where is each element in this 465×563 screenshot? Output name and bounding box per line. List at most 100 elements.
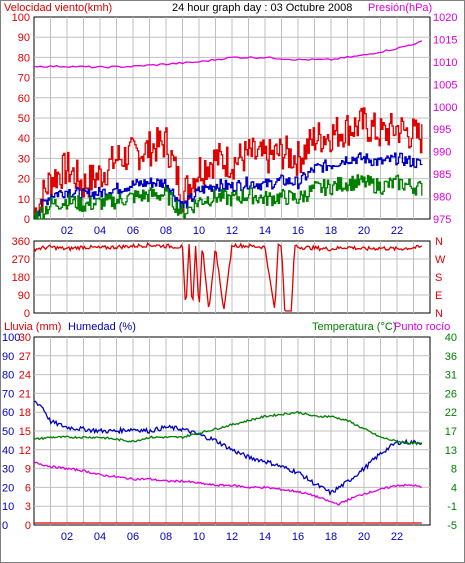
rain-tick-label: 9	[25, 464, 31, 476]
rain-tick-label: 21	[19, 388, 31, 400]
humidity-tick-label: 100	[2, 332, 20, 344]
series-line-1	[34, 152, 423, 218]
rain-tick-label: 18	[19, 407, 31, 419]
y-left-tick-label: 30	[18, 153, 30, 165]
rain-tick-label: 24	[19, 370, 31, 382]
x-tick-label: 18	[325, 225, 337, 237]
compass-tick-label: N	[435, 236, 443, 248]
x-tick-label: 06	[127, 531, 139, 543]
humidity-tick-label: 70	[2, 388, 14, 400]
x-tick-label: 20	[358, 225, 370, 237]
y-left-tick-label: 20	[18, 174, 30, 186]
x-tick-label: 04	[94, 531, 106, 543]
x-tick-label: 16	[292, 531, 304, 543]
compass-tick-label: E	[435, 290, 442, 302]
y-right-tick-label: 980	[433, 192, 451, 204]
y-left-tick-label: 70	[18, 73, 30, 85]
wind-pressure-chart: 02 04 06 08 10 12 14 16 18 20 22 01020304050607080…	[4, 2, 457, 237]
x-tick-label: 10	[193, 225, 205, 237]
series-line-2	[34, 174, 423, 220]
wind-chart-y-right-ticks: 975 980 985 990 995 1000 1005 1010 1015 1020	[433, 12, 457, 226]
rain-tick-label: 6	[25, 482, 31, 494]
humidity-chart-x-ticks: 02 04 06 08 10 12 14 16 18 20 22	[61, 531, 403, 543]
x-tick-label: 14	[259, 531, 271, 543]
temperature-tick-label: 22	[445, 407, 457, 419]
direction-chart-degree-ticks: 0 90 180 270 360	[12, 236, 30, 320]
rain-tick-label: 3	[25, 501, 31, 513]
rain-ticks: 0 3 6 9 12 15 18 21 24 27 30	[19, 332, 31, 532]
y-left-tick-label: 0	[24, 214, 30, 226]
temperature-tick-label: 4	[451, 482, 457, 494]
x-tick-label: 22	[391, 531, 403, 543]
series-line-0	[33, 400, 423, 497]
humidity-axis-label: Humedad (%)	[68, 321, 136, 333]
wind-chart-series	[33, 40, 423, 220]
humidity-tick-label: 10	[2, 501, 14, 513]
x-tick-label: 10	[193, 531, 205, 543]
y-right-tick-label: 1015	[433, 34, 457, 46]
series-line-3	[33, 40, 423, 69]
x-tick-label: 14	[259, 225, 271, 237]
y-left-tick-label: 10	[18, 194, 30, 206]
x-tick-label: 02	[61, 531, 73, 543]
degree-tick-label: 180	[12, 272, 30, 284]
degree-tick-label: 270	[12, 254, 30, 266]
wind-direction-line	[33, 241, 423, 312]
wind-chart-x-ticks: 02 04 06 08 10 12 14 16 18 20 22	[61, 225, 403, 237]
y-left-tick-label: 50	[18, 113, 30, 125]
rain-axis-label: Lluvia (mm)	[4, 321, 61, 333]
humidity-tick-label: 20	[2, 482, 14, 494]
temperature-tick-label: 31	[445, 370, 457, 382]
temperature-ticks: -5 -1 4 8 13 17 22 26 31 36 40	[445, 332, 457, 532]
series-line-1	[33, 410, 423, 446]
y-right-tick-label: 1020	[433, 12, 457, 24]
wind-chart-y-left-ticks: 0 10 20 30 40 50 60 70 80 90 100	[12, 12, 30, 226]
humidity-tick-label: 60	[2, 407, 14, 419]
y-left-tick-label: 60	[18, 93, 30, 105]
rain-tick-label: 0	[25, 520, 31, 532]
temperature-tick-label: -5	[447, 520, 457, 532]
temperature-tick-label: -1	[447, 501, 457, 513]
compass-tick-label: W	[435, 254, 446, 266]
temperature-tick-label: 17	[445, 426, 457, 438]
direction-chart-grid	[34, 241, 430, 313]
y-right-tick-label: 995	[433, 124, 451, 136]
compass-tick-label: N	[435, 308, 443, 320]
wind-axis-label: Velocidad viento(kmh)	[4, 2, 112, 14]
rain-tick-label: 15	[19, 426, 31, 438]
x-tick-label: 06	[127, 225, 139, 237]
temperature-tick-label: 40	[445, 332, 457, 344]
pressure-axis-label: Presión(hPa)	[368, 2, 432, 14]
y-right-tick-label: 975	[433, 214, 451, 226]
temperature-tick-label: 36	[445, 351, 457, 363]
humidity-chart-series	[33, 400, 423, 524]
x-tick-label: 18	[325, 531, 337, 543]
series-line-0	[34, 107, 423, 220]
humidity-tick-label: 50	[2, 426, 14, 438]
dewpoint-axis-label: Punto rocío	[394, 321, 450, 333]
humidity-tick-label: 40	[2, 445, 14, 457]
y-left-tick-label: 80	[18, 52, 30, 64]
y-left-tick-label: 40	[18, 133, 30, 145]
chart-title: 24 hour graph day : 03 Octubre 2008	[172, 2, 352, 14]
temperature-tick-label: 13	[445, 445, 457, 457]
x-tick-label: 12	[226, 225, 238, 237]
humidity-tick-label: 0	[2, 520, 8, 532]
humidity-chart-grid	[34, 337, 430, 525]
series-line-2	[33, 461, 423, 506]
temperature-tick-label: 8	[451, 464, 457, 476]
direction-chart-series	[33, 241, 423, 312]
y-right-tick-label: 1010	[433, 57, 457, 69]
rain-tick-label: 30	[19, 332, 31, 344]
y-left-tick-label: 100	[12, 12, 30, 24]
humidity-tick-label: 80	[2, 370, 14, 382]
humidity-temperature-chart: 02 04 06 08 10 12 14 16 18 20 22 01020304050607080…	[2, 321, 457, 543]
humidity-tick-label: 90	[2, 351, 14, 363]
rain-tick-label: 27	[19, 351, 31, 363]
y-right-tick-label: 1000	[433, 102, 457, 114]
y-left-tick-label: 90	[18, 32, 30, 44]
y-right-tick-label: 1005	[433, 79, 457, 91]
